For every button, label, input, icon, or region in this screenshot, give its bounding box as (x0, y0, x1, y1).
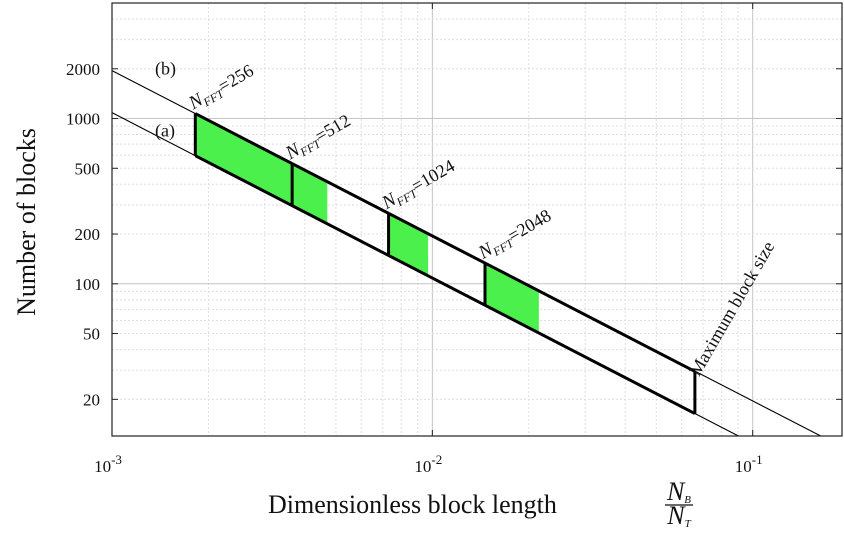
series-line (112, 70, 822, 436)
x-label-numerator: NB (666, 477, 691, 506)
y-axis-label: Number of blocks (12, 128, 41, 316)
plot-area (112, 3, 842, 436)
x-label-denominator: NT (666, 501, 691, 530)
series-label: (b) (155, 58, 176, 79)
series-line (112, 112, 740, 436)
y-tick-label: 20 (83, 390, 100, 409)
nfft-fill-region (485, 263, 539, 334)
y-tick-label: 50 (83, 325, 100, 344)
y-tick-label: 200 (75, 225, 101, 244)
y-tick-label: 100 (75, 275, 101, 294)
x-axis-label: Dimensionless block length (268, 490, 557, 519)
series-label: (a) (155, 121, 175, 142)
plot-frame (111, 2, 843, 437)
nfft-fill-region (195, 113, 293, 206)
y-tick-label: 500 (75, 159, 101, 178)
axis-ticks: 10-3 10-2 10-1 20 50 100 200 500 1000 2000 (66, 3, 842, 476)
grid (111, 2, 842, 436)
boundary-lines (112, 70, 822, 436)
y-tick-label: 2000 (66, 60, 100, 79)
x-tick-label: 10-2 (414, 452, 442, 476)
x-tick-label: 10-1 (735, 452, 763, 476)
y-tick-label: 1000 (66, 110, 100, 129)
x-tick-label: 10-3 (94, 452, 122, 476)
